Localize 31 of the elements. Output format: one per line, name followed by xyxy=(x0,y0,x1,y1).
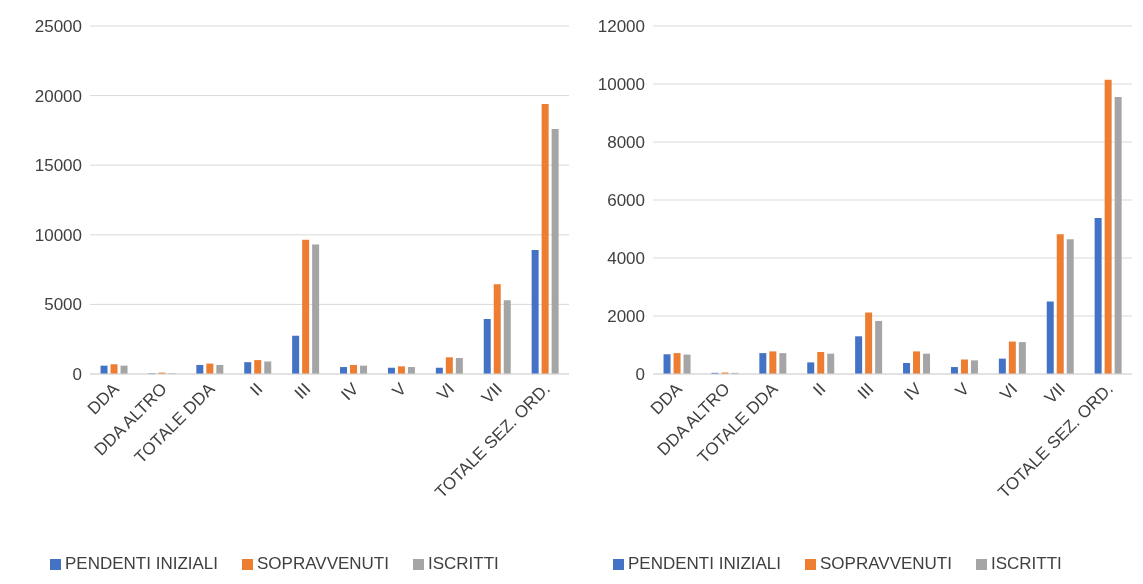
x-tick-label: VI xyxy=(433,379,459,405)
x-tick-label: II xyxy=(246,379,267,400)
y-tick-label: 20000 xyxy=(34,86,82,106)
x-tick-label: V xyxy=(388,378,411,401)
y-tick-label: 0 xyxy=(635,365,645,385)
x-tick-label: IV xyxy=(900,378,926,405)
y-tick-label: 6000 xyxy=(607,191,645,211)
y-tick-label: 8000 xyxy=(607,133,645,153)
x-tick-label: VII xyxy=(1040,379,1069,408)
y-tick-label: 2000 xyxy=(607,307,645,327)
legend-label: PENDENTI INIZIALI xyxy=(65,554,219,573)
x-tick-label: III xyxy=(290,379,315,403)
legend-label: ISCRITTI xyxy=(427,554,499,573)
y-tick-label: 0 xyxy=(72,365,82,385)
y-tick-label: 5000 xyxy=(44,295,82,315)
y-tick-label: 10000 xyxy=(34,225,82,245)
x-tick-label: III xyxy=(853,379,878,403)
x-tick-label: VII xyxy=(477,379,506,408)
y-tick-label: 25000 xyxy=(34,17,82,37)
x-tick-label: V xyxy=(951,378,974,401)
y-tick-label: 15000 xyxy=(34,156,82,176)
legend-label: ISCRITTI xyxy=(990,554,1062,573)
legend-label: SOPRAVVENUTI xyxy=(820,554,952,573)
x-tick-label: VI xyxy=(996,379,1022,405)
x-tick-label: II xyxy=(809,379,830,400)
y-tick-label: 12000 xyxy=(597,17,645,37)
y-tick-label: 10000 xyxy=(597,75,645,95)
legend-label: SOPRAVVENUTI xyxy=(257,554,389,573)
legend-label: PENDENTI INIZIALI xyxy=(628,554,782,573)
y-tick-label: 4000 xyxy=(607,249,645,269)
x-tick-label: IV xyxy=(337,378,363,405)
